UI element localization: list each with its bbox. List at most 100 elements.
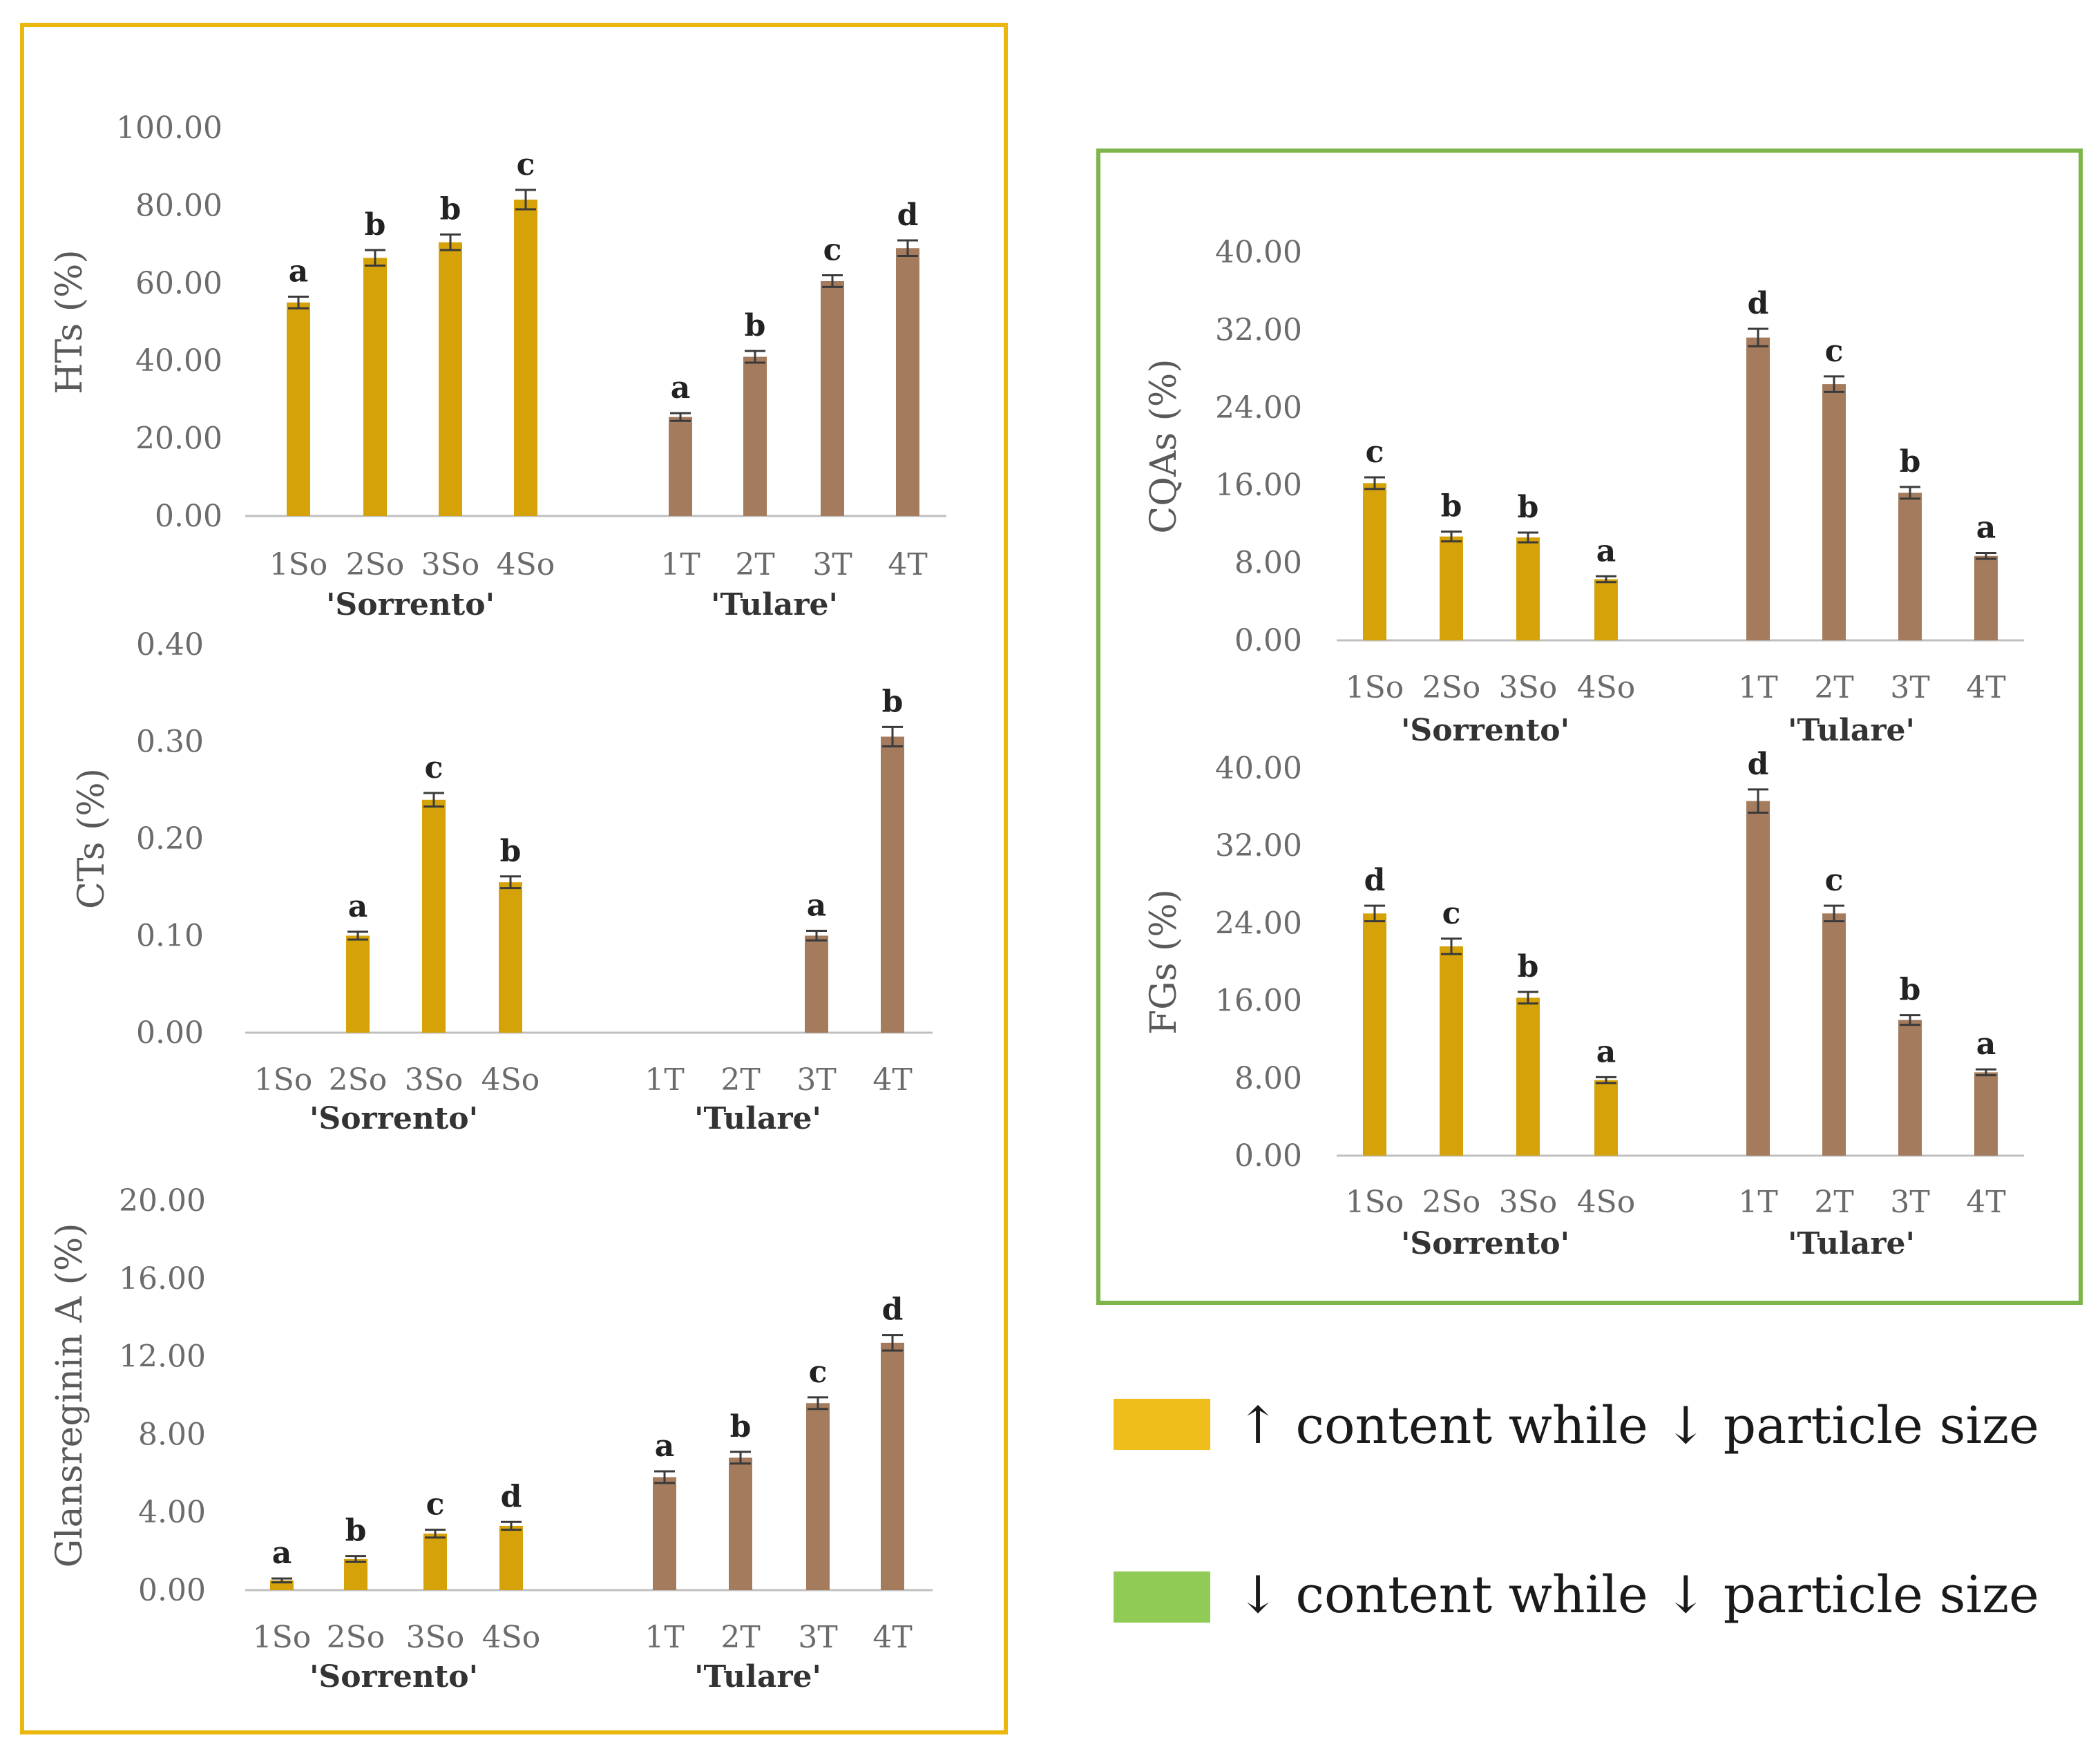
significance-letter: b xyxy=(365,207,386,242)
significance-letter: c xyxy=(809,1355,828,1390)
y-tick-label: 0.00 xyxy=(136,1015,204,1051)
significance-letter: b xyxy=(1518,949,1539,984)
bar-1So xyxy=(287,302,310,516)
bar-4So xyxy=(499,882,522,1033)
y-tick-label: 0.10 xyxy=(136,919,204,954)
x-tick-label-4So: 4So xyxy=(497,547,555,582)
y-tick-label: 32.00 xyxy=(1215,828,1302,863)
bar-3T xyxy=(1898,1020,1922,1156)
y-tick-label: 0.30 xyxy=(136,725,204,760)
legend-label-decrease: ↓ content while ↓ particle size xyxy=(1237,1565,2039,1625)
bar-4T xyxy=(881,736,904,1033)
x-tick-label-1T: 1T xyxy=(645,1062,684,1098)
cqas-chart: 0.00 8.00 16.00 24.00 32.00 40.00 CQAs (%) c 1So… xyxy=(1143,235,2024,748)
significance-letter: c xyxy=(1442,896,1461,931)
y-tick-label: 4.00 xyxy=(138,1495,206,1530)
significance-letter: d xyxy=(501,1479,522,1514)
x-tick-label-4So: 4So xyxy=(1577,670,1636,705)
bar-2T xyxy=(743,356,767,516)
x-tick-label-3So: 3So xyxy=(1499,1185,1558,1220)
y-tick-label: 40.00 xyxy=(1215,751,1302,786)
significance-letter: b xyxy=(345,1513,367,1549)
legend-swatch-increase xyxy=(1114,1399,1210,1450)
y-tick-label: 16.00 xyxy=(1215,468,1302,503)
bar-1So xyxy=(1363,483,1386,640)
significance-letter: b xyxy=(730,1409,752,1444)
x-tick-label-2So: 2So xyxy=(1422,1185,1481,1220)
group-label: 'Sorrento' xyxy=(1401,713,1569,748)
x-tick-label-4So: 4So xyxy=(1577,1185,1636,1220)
y-tick-label: 0.40 xyxy=(136,627,204,662)
bar-1T xyxy=(1746,801,1770,1156)
significance-letter: d xyxy=(897,198,919,233)
y-axis-label: Glansreginin A (%) xyxy=(49,1223,90,1567)
x-tick-label-1So: 1So xyxy=(254,1062,313,1098)
significance-letter: c xyxy=(1825,863,1844,898)
x-tick-label-4T: 4T xyxy=(872,1620,912,1655)
hts-chart: 0.00 20.00 40.00 60.00 80.00 100.00 HTs (%) a 1S… xyxy=(49,111,946,622)
group-label: 'Sorrento' xyxy=(1401,1226,1569,1261)
bar-4So xyxy=(514,199,537,516)
bar-1T xyxy=(1746,337,1770,640)
y-tick-label: 100.00 xyxy=(116,111,222,146)
significance-letter: b xyxy=(1518,490,1539,525)
bar-3T xyxy=(1898,493,1922,640)
x-tick-label-1So: 1So xyxy=(1346,1185,1404,1220)
group-label: 'Sorrento' xyxy=(309,1101,478,1136)
bar-2T xyxy=(1822,913,1846,1156)
bar-4T xyxy=(896,248,919,516)
bar-2So xyxy=(344,1558,368,1590)
x-tick-label-4T: 4T xyxy=(872,1062,912,1098)
y-tick-label: 20.00 xyxy=(119,1183,206,1218)
bar-4So xyxy=(499,1525,523,1590)
group-label: 'Sorrento' xyxy=(309,1659,478,1694)
y-tick-label: 40.00 xyxy=(135,343,222,379)
significance-letter: c xyxy=(425,750,443,785)
x-tick-label-4So: 4So xyxy=(481,1062,540,1098)
x-tick-label-2So: 2So xyxy=(346,547,405,582)
x-tick-label-1So: 1So xyxy=(1346,670,1404,705)
bar-3T xyxy=(806,1403,830,1590)
significance-letter: a xyxy=(671,370,691,405)
y-tick-label: 8.00 xyxy=(138,1417,206,1452)
x-tick-label-3T: 3T xyxy=(812,547,852,582)
x-tick-label-3T: 3T xyxy=(798,1620,837,1655)
significance-letter: b xyxy=(500,834,522,869)
y-axis-label: FGs (%) xyxy=(1143,889,1185,1035)
y-tick-label: 16.00 xyxy=(119,1261,206,1297)
x-tick-label-4So: 4So xyxy=(482,1620,541,1655)
legend: ↑ content while ↓ particle size ↓ conten… xyxy=(1114,1396,2039,1625)
y-tick-label: 24.00 xyxy=(1215,390,1302,426)
x-tick-label-1T: 1T xyxy=(645,1620,684,1655)
significance-letter: b xyxy=(1441,489,1462,524)
significance-letter: c xyxy=(426,1487,445,1522)
y-tick-label: 8.00 xyxy=(1234,546,1302,581)
significance-letter: c xyxy=(823,233,842,268)
significance-letter: a xyxy=(1976,1026,1996,1062)
x-tick-label-1T: 1T xyxy=(660,547,700,582)
x-tick-label-4T: 4T xyxy=(1966,1185,2005,1220)
decrease-group-frame xyxy=(1096,149,2083,1305)
significance-letter: d xyxy=(1748,286,1769,321)
significance-letter: c xyxy=(1825,334,1844,369)
bar-4T xyxy=(1974,1072,1998,1156)
significance-letter: b xyxy=(882,684,904,719)
increase-group-frame xyxy=(20,23,1008,1734)
x-tick-label-3T: 3T xyxy=(1890,670,1929,705)
y-tick-label: 0.00 xyxy=(155,499,222,534)
significance-letter: a xyxy=(348,889,368,924)
x-tick-label-3So: 3So xyxy=(1499,670,1558,705)
significance-letter: d xyxy=(1748,747,1769,782)
legend-label-increase: ↑ content while ↓ particle size xyxy=(1237,1396,2039,1455)
group-label: 'Sorrento' xyxy=(326,587,495,622)
cts-chart: 0.00 0.10 0.20 0.30 0.40 CTs (%) 1So a 2So c 3So b 4… xyxy=(71,627,933,1136)
x-tick-label-1So: 1So xyxy=(269,547,328,582)
group-label: 'Tulare' xyxy=(694,1659,821,1694)
legend-swatch-decrease xyxy=(1114,1571,1210,1623)
x-tick-label-4T: 4T xyxy=(888,547,927,582)
x-tick-label-1So: 1So xyxy=(253,1620,312,1655)
y-tick-label: 8.00 xyxy=(1234,1061,1302,1096)
y-tick-label: 20.00 xyxy=(135,421,222,457)
x-tick-label-2So: 2So xyxy=(329,1062,388,1098)
significance-letter: a xyxy=(655,1428,675,1464)
